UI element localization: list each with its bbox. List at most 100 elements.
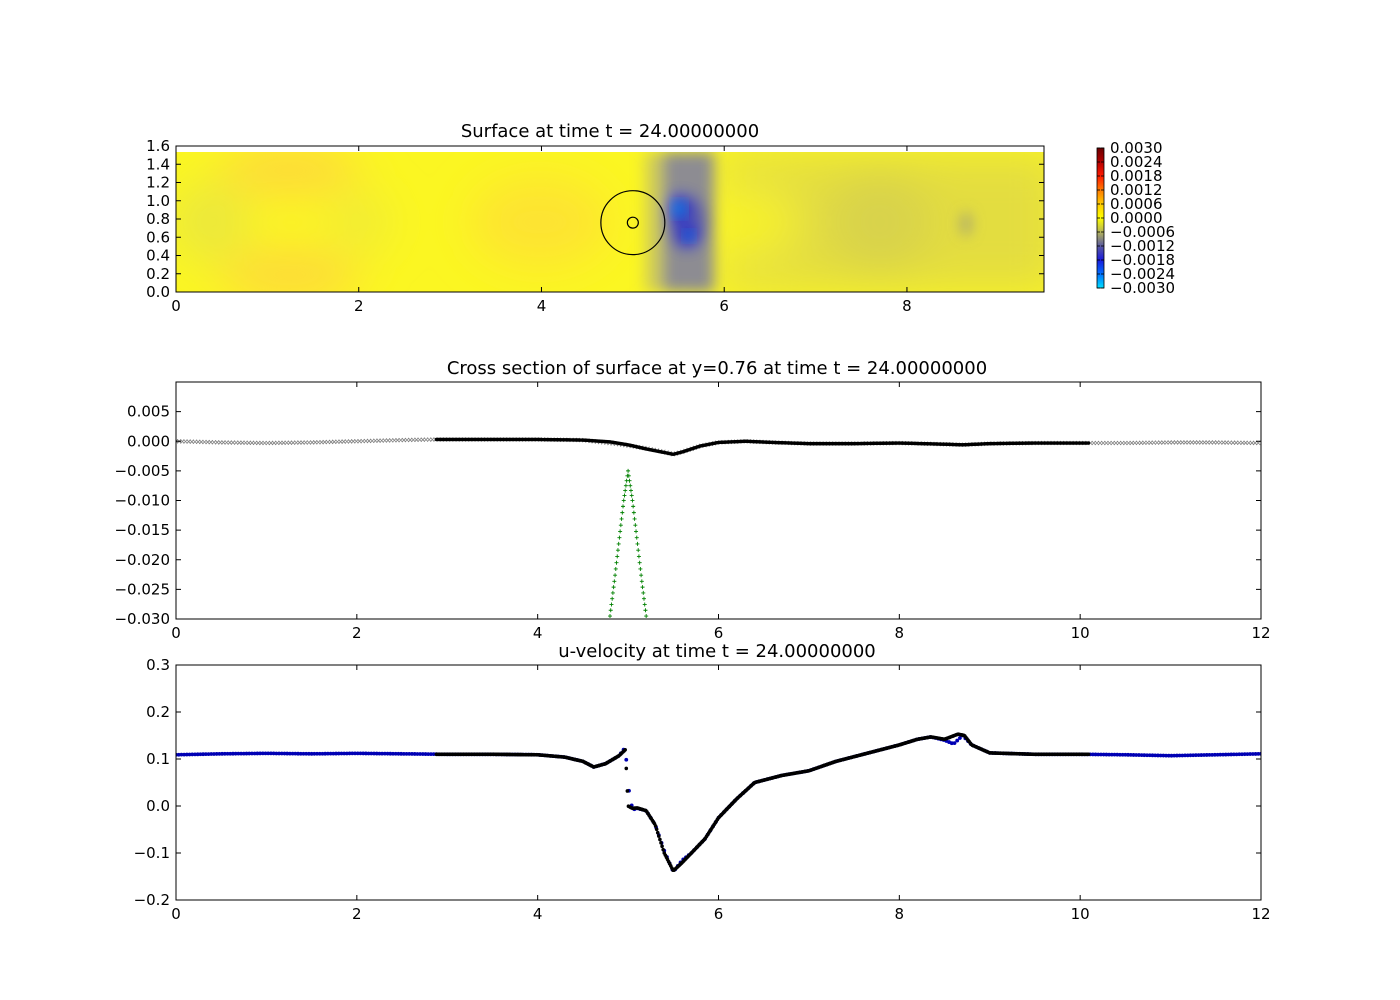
data-point-s0	[1153, 753, 1158, 758]
data-point-s0	[1204, 753, 1209, 757]
data-point-s0	[187, 752, 192, 757]
data-point-s0	[1150, 753, 1155, 758]
data-point-s2	[639, 579, 644, 584]
data-point-s1	[1086, 441, 1091, 445]
data-point-s2	[623, 488, 628, 493]
data-point-s0	[266, 751, 271, 756]
data-point-s0	[209, 752, 214, 756]
data-point-s0	[1248, 752, 1253, 756]
data-point-s0	[271, 751, 276, 756]
data-point-s2	[631, 504, 636, 509]
x-tick-label: 0	[171, 297, 181, 315]
data-point-s2	[622, 493, 627, 498]
y-tick-label: 1.4	[146, 155, 170, 173]
data-point-s0	[429, 752, 433, 757]
data-point-s1	[659, 841, 663, 845]
cross-section-panel: Cross section of surface at y=0.76 at ti…	[114, 358, 1270, 642]
x-tick-label: 12	[1251, 905, 1270, 923]
colorbar-labels: 0.00300.00240.00180.00120.00060.0000−0.0…	[1097, 139, 1175, 297]
data-point-s2	[636, 548, 641, 553]
data-point-s0	[377, 751, 382, 756]
y-tick-label: 1.6	[146, 137, 170, 155]
data-point-s0	[353, 751, 357, 756]
data-point-s1	[660, 844, 664, 849]
data-point-s0	[1166, 753, 1171, 758]
data-point-s2	[635, 541, 640, 546]
data-point-s0	[1188, 753, 1193, 758]
data-point-s0	[1234, 752, 1239, 757]
data-point-s0	[1147, 753, 1152, 758]
data-point-s0	[198, 752, 203, 757]
data-point-s0	[315, 751, 319, 756]
data-point-s1	[654, 827, 659, 832]
colorbar: 0.00300.00240.00180.00120.00060.0000−0.0…	[1096, 139, 1175, 297]
colorbar-tick-label: 0.0030	[1110, 139, 1163, 157]
data-point-s0	[358, 751, 363, 756]
data-point-s2	[644, 614, 649, 619]
data-point-s0	[247, 751, 252, 756]
data-point-s0	[326, 751, 330, 756]
x-tick-label: 4	[537, 297, 547, 315]
data-point-s2	[638, 566, 643, 571]
data-point-s0	[250, 751, 254, 756]
data-point-s1	[624, 766, 629, 771]
data-point-s0	[1177, 753, 1182, 758]
data-point-s0	[1145, 753, 1149, 758]
u-velocity-series	[176, 732, 1261, 872]
data-point-s0	[184, 752, 189, 757]
colorbar-tick-label: −0.0030	[1110, 279, 1175, 297]
data-point-s2	[642, 602, 647, 607]
x-tick-label: 12	[1251, 624, 1270, 642]
data-point-s0	[1218, 752, 1223, 757]
data-point-s0	[1161, 753, 1166, 758]
data-point-s0	[399, 751, 404, 756]
data-point-s0	[342, 751, 347, 756]
data-point-s0	[1207, 753, 1212, 757]
data-point-s0	[1240, 752, 1244, 757]
data-point-s0	[236, 751, 241, 756]
y-tick-label: −0.010	[114, 492, 170, 510]
data-point-s0	[1090, 752, 1095, 757]
data-point-s0	[244, 751, 249, 756]
data-point-s0	[372, 751, 376, 756]
data-point-s0	[1183, 753, 1187, 758]
data-point-s0	[231, 751, 235, 756]
data-point-s2	[629, 493, 634, 498]
data-point-s0	[1229, 752, 1234, 757]
data-point-s1	[653, 824, 658, 828]
data-point-s0	[1242, 752, 1247, 757]
data-point-s0	[1123, 752, 1128, 757]
data-point-s0	[1142, 753, 1147, 758]
x-tick-label: 10	[1071, 905, 1090, 923]
data-point-s0	[293, 751, 298, 756]
data-point-s0	[1185, 753, 1190, 758]
data-point-s0	[1180, 753, 1185, 758]
x-tick-label: 0	[171, 905, 181, 923]
y-tick-label: 0.2	[146, 703, 170, 721]
u-velocity-y-axis: 0.3 0.2 0.1 0.0 −0.1 −0.2	[134, 656, 1261, 909]
data-point-s2	[634, 529, 639, 534]
data-point-s0	[176, 752, 181, 757]
data-point-s1	[1086, 752, 1091, 757]
data-point-s2	[619, 516, 624, 521]
data-point-s0	[1093, 752, 1098, 757]
data-point-s0	[1126, 752, 1130, 757]
series-1	[434, 732, 1091, 872]
data-point-s0	[201, 752, 206, 757]
colorbar-tick-label: 0.0024	[1110, 153, 1163, 171]
data-point-s0	[298, 751, 303, 756]
data-point-s2	[641, 596, 646, 601]
data-point-s0	[290, 751, 295, 756]
data-point-s0	[949, 741, 954, 746]
u-velocity-x-axis: 0 2 4 6 8 10 12	[171, 665, 1271, 923]
data-point-s0	[312, 751, 317, 756]
x-tick-label: 2	[352, 905, 362, 923]
data-point-s0	[1112, 752, 1117, 757]
data-point-s0	[347, 751, 352, 756]
data-point-s2	[628, 488, 633, 493]
data-point-s0	[307, 751, 311, 756]
x-tick-label: 2	[354, 297, 364, 315]
data-point-s0	[241, 751, 246, 756]
cylinder-outline	[600, 190, 666, 256]
data-point-s0	[1231, 752, 1236, 757]
